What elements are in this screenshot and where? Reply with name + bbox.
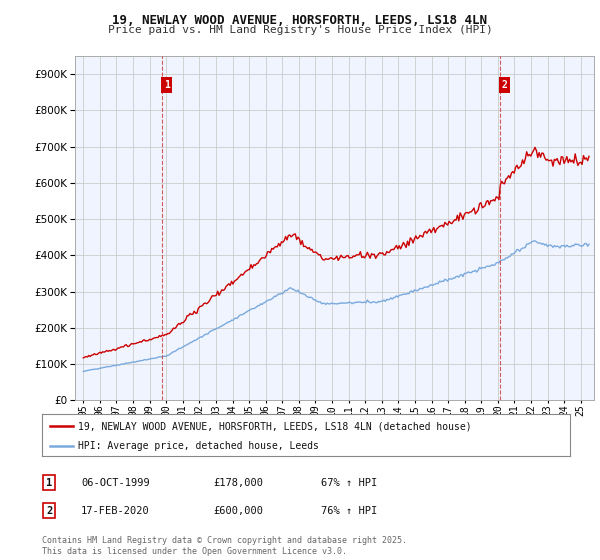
Text: 19, NEWLAY WOOD AVENUE, HORSFORTH, LEEDS, LS18 4LN (detached house): 19, NEWLAY WOOD AVENUE, HORSFORTH, LEEDS…	[78, 421, 472, 431]
Text: 2: 2	[46, 506, 52, 516]
Text: 2: 2	[502, 80, 508, 90]
Text: 76% ↑ HPI: 76% ↑ HPI	[321, 506, 377, 516]
Text: 19, NEWLAY WOOD AVENUE, HORSFORTH, LEEDS, LS18 4LN: 19, NEWLAY WOOD AVENUE, HORSFORTH, LEEDS…	[113, 14, 487, 27]
Text: £600,000: £600,000	[213, 506, 263, 516]
Text: Price paid vs. HM Land Registry's House Price Index (HPI): Price paid vs. HM Land Registry's House …	[107, 25, 493, 35]
Text: 06-OCT-1999: 06-OCT-1999	[81, 478, 150, 488]
Text: Contains HM Land Registry data © Crown copyright and database right 2025.
This d: Contains HM Land Registry data © Crown c…	[42, 536, 407, 556]
Text: 17-FEB-2020: 17-FEB-2020	[81, 506, 150, 516]
Text: 1: 1	[164, 80, 170, 90]
Text: 1: 1	[46, 478, 52, 488]
Text: HPI: Average price, detached house, Leeds: HPI: Average price, detached house, Leed…	[78, 441, 319, 451]
Text: 67% ↑ HPI: 67% ↑ HPI	[321, 478, 377, 488]
Text: £178,000: £178,000	[213, 478, 263, 488]
